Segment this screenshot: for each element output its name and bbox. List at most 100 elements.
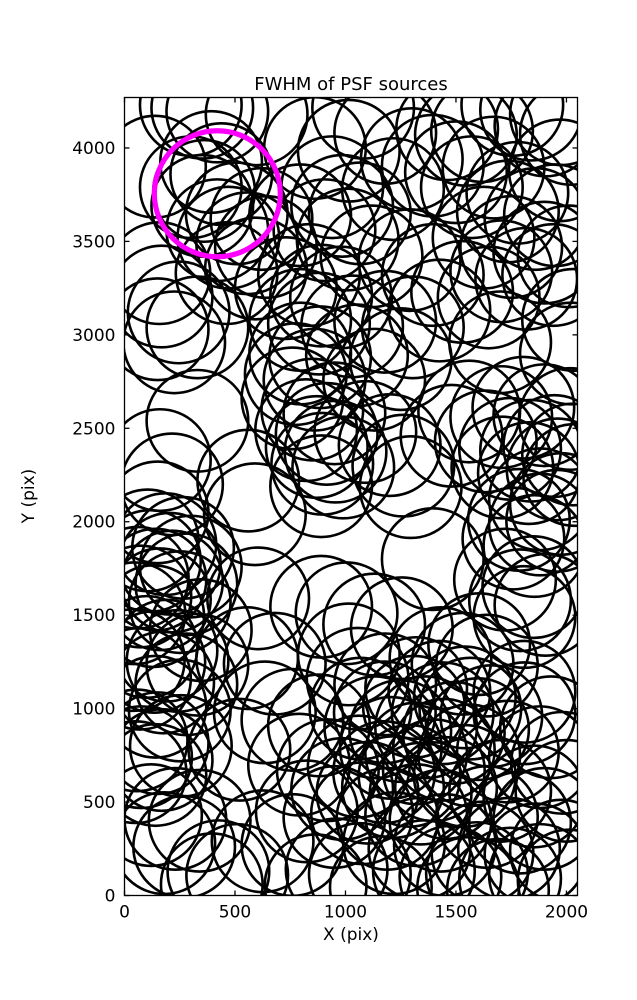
psf-source-circle (127, 549, 232, 655)
y-tick-label: 2000 (72, 513, 115, 533)
psf-source-circle (398, 824, 503, 896)
psf-source-circle (502, 393, 578, 499)
psf-source-circle (457, 826, 563, 896)
y-tick-label: 3000 (72, 326, 115, 346)
psf-source-circle (165, 97, 270, 164)
psf-source-circle (445, 837, 551, 896)
psf-source-circle (145, 275, 250, 380)
psf-source-circle (213, 194, 319, 300)
psf-source-circle (148, 577, 253, 683)
psf-source-circle (493, 552, 578, 657)
psf-source-circle (209, 166, 314, 272)
y-tick-label: 1000 (72, 700, 115, 720)
psf-source-circle (465, 140, 570, 245)
psf-source-circle (441, 115, 546, 220)
psf-source-circle (380, 506, 485, 612)
y-tick-label: 3500 (72, 232, 115, 252)
y-tick-label: 1500 (72, 606, 115, 626)
psf-source-circle (371, 819, 477, 896)
psf-source-circle (348, 678, 453, 784)
psf-source-circle (399, 383, 504, 488)
y-tick-label: 0 (105, 887, 116, 907)
psf-source-circle (358, 435, 463, 540)
psf-source-circle (269, 434, 374, 539)
psf-source-circle (124, 630, 216, 735)
psf-source-circle (124, 763, 204, 868)
psf-source-circle (150, 97, 255, 160)
psf-source-circle (294, 561, 399, 666)
psf-source-circle (388, 768, 493, 873)
psf-source-circle (483, 802, 578, 896)
psf-source-circle (427, 592, 532, 697)
psf-source-circle (187, 697, 292, 802)
data-points-layer (124, 97, 578, 896)
x-axis-label: X (pix) (323, 925, 379, 945)
psf-source-circle (313, 379, 418, 485)
y-tick-label: 2500 (72, 419, 115, 439)
psf-source-circle (127, 658, 232, 763)
psf-source-circle (508, 798, 578, 896)
x-tick-label: 1500 (434, 903, 477, 923)
psf-source-circle (522, 422, 578, 528)
psf-source-circle (478, 97, 578, 162)
y-axis-label: Y (pix) (19, 469, 39, 525)
psf-source-circle (185, 822, 290, 896)
psf-source-circle (501, 222, 578, 328)
psf-source-circle (124, 114, 208, 219)
psf-source-circle (461, 486, 566, 591)
psf-source-circle (263, 833, 368, 896)
psf-source-circle (147, 768, 252, 873)
psf-source-circle (284, 817, 389, 896)
psf-source-circle (476, 421, 578, 526)
psf-source-circle (124, 705, 194, 810)
psf-source-circle (124, 688, 189, 793)
psf-source-circle (124, 598, 219, 703)
psf-source-circle (126, 260, 231, 365)
x-tick-label: 1000 (324, 903, 367, 923)
x-tick-label: 0 (119, 903, 130, 923)
psf-source-circle (482, 493, 578, 599)
psf-source-circle (124, 626, 193, 731)
psf-source-circle (124, 722, 208, 828)
psf-source-circle (361, 654, 467, 759)
y-tick-label: 4000 (72, 139, 115, 159)
y-tick-label: 500 (83, 793, 115, 813)
psf-source-circle (243, 321, 348, 427)
psf-source-circle (509, 710, 578, 815)
psf-source-circle (434, 613, 540, 718)
psf-source-circle (518, 97, 578, 187)
psf-source-circle (436, 245, 541, 350)
psf-source-circle (240, 346, 345, 451)
y-axis-ticks: 0 500 1000 1500 2000 2500 3000 3500 4000 (72, 139, 578, 907)
psf-source-circle (132, 794, 237, 896)
x-tick-label: 500 (219, 903, 251, 923)
psf-source-circle (380, 222, 485, 328)
psf-source-circle (482, 744, 578, 849)
psf-source-circle (204, 97, 309, 167)
psf-source-circle (272, 178, 377, 283)
psf-source-circle (274, 381, 379, 487)
psf-source-circle (124, 654, 208, 759)
highlighted-source-circle (151, 128, 283, 260)
psf-source-circle (520, 267, 578, 372)
psf-source-circle (322, 327, 427, 432)
psf-source-circle (206, 546, 311, 651)
psf-source-circle (240, 667, 345, 772)
psf-source-circle (202, 462, 307, 567)
psf-source-circle (416, 835, 521, 896)
psf-source-circle (419, 135, 524, 240)
psf-source-circle (328, 834, 433, 896)
psf-source-circle (520, 402, 578, 507)
psf-source-circle (124, 277, 210, 382)
chart-title: FWHM of PSF sources (254, 74, 448, 95)
psf-source-circle (159, 832, 264, 896)
psf-source-circle (266, 271, 372, 376)
psf-source-circle (456, 796, 562, 896)
psf-source-circle (290, 153, 395, 259)
psf-source-circle (472, 639, 577, 744)
psf-source-circle (291, 415, 396, 520)
psf-source-circle (505, 468, 578, 573)
psf-source-circle (412, 645, 517, 750)
